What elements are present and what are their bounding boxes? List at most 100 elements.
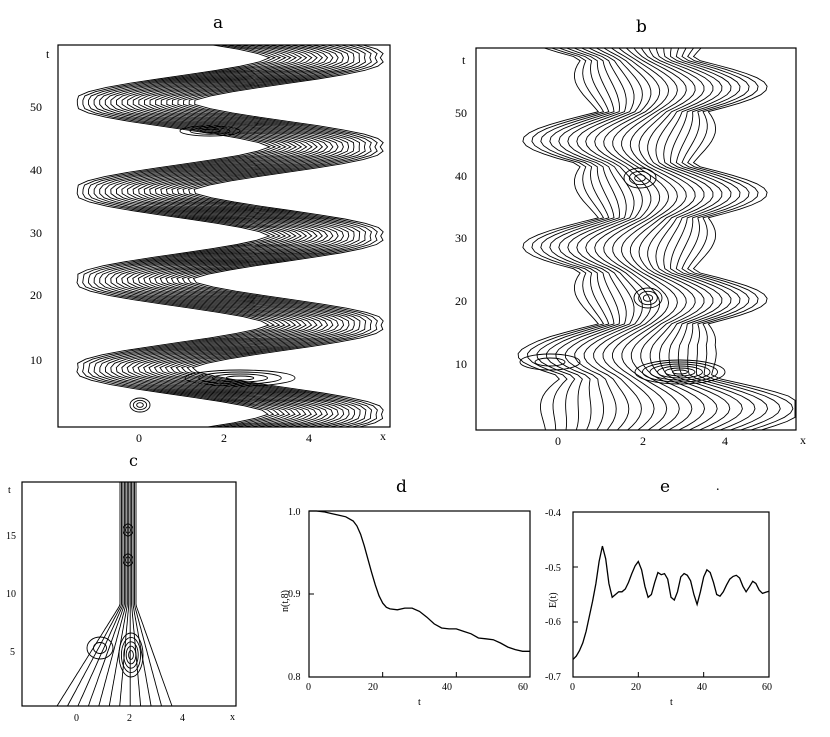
contour-line <box>191 44 384 428</box>
contour-line <box>583 47 643 431</box>
contour-line <box>517 47 600 431</box>
panel-c-x-label: x <box>230 712 235 723</box>
contour-line <box>82 44 277 428</box>
panel-c: c t x 0 2 4 5 10 15 <box>6 451 237 724</box>
panel-d-label: d <box>396 477 407 497</box>
panel-c-xtick-4: 4 <box>180 713 185 724</box>
panel-d-xtick-60: 60 <box>518 682 528 693</box>
contour-ring <box>136 402 144 408</box>
contour-line <box>126 44 318 428</box>
contour-line <box>110 44 303 428</box>
panel-a-ytick-10: 10 <box>30 353 42 367</box>
contour-line <box>132 44 324 428</box>
panel-a: a t x 0 2 4 10 20 30 40 50 <box>30 13 391 445</box>
panel-c-xtick-2: 2 <box>127 713 132 724</box>
panel-d-ytick-1.0: 1.0 <box>288 507 301 518</box>
contour-line <box>574 47 635 431</box>
panel-c-ytick-10: 10 <box>6 589 16 600</box>
contour-ring <box>120 636 142 674</box>
panel-e-series-line <box>572 545 770 660</box>
contour-line <box>104 44 298 428</box>
contour-ring <box>123 641 139 669</box>
contour-ring <box>633 287 663 309</box>
panel-b-ytick-50: 50 <box>455 106 467 120</box>
contour-ring <box>179 125 241 137</box>
contour-line <box>153 44 345 428</box>
panel-e-frame <box>572 511 770 678</box>
contour-line <box>692 47 796 431</box>
panel-e: e . E(t) t 0 20 40 60 -0.7 -0.6 -0.5 -0.… <box>545 477 772 708</box>
contour-line <box>137 44 329 428</box>
contour-line <box>655 47 731 431</box>
contour-line <box>612 47 670 431</box>
contour-ring <box>125 526 131 534</box>
panel-e-xtick-0: 0 <box>570 682 575 693</box>
contour-ring <box>642 294 654 302</box>
panel-a-ytick-50: 50 <box>30 100 42 114</box>
contour-line <box>675 47 769 431</box>
contour-ring <box>642 361 718 383</box>
contour-ring <box>118 632 144 678</box>
panel-d-frame <box>308 510 531 678</box>
panel-e-label: e <box>660 477 670 497</box>
panel-a-frame <box>57 44 391 428</box>
panel-d-xtick-40: 40 <box>442 682 452 693</box>
contour-line <box>67 482 122 707</box>
panel-c-label: c <box>129 451 138 470</box>
panel-a-x-label: x <box>380 429 386 443</box>
contour-ring <box>128 650 134 660</box>
contour-line <box>621 47 680 431</box>
panel-d-xtick-0: 0 <box>306 682 311 693</box>
panel-b: b t x 0 2 4 10 20 30 40 50 <box>455 17 806 448</box>
contour-ring <box>132 399 148 411</box>
panel-d-series-line <box>309 510 530 652</box>
panel-a-label: a <box>213 13 223 33</box>
contour-line <box>121 44 313 428</box>
contour-line <box>687 47 794 431</box>
panel-d-xtick-20: 20 <box>368 682 378 693</box>
panel-a-y-label: t <box>46 47 50 61</box>
contour-line <box>87 44 282 428</box>
contour-line <box>99 44 292 428</box>
contour-line <box>180 44 373 428</box>
contour-ring <box>623 167 657 189</box>
contour-ring <box>129 397 151 413</box>
panel-e-y-label: E(t) <box>548 592 559 608</box>
contour-line <box>681 47 781 431</box>
panel-a-ytick-40: 40 <box>30 163 42 177</box>
panel-b-y-label: t <box>462 53 466 67</box>
panel-e-x-label: t <box>670 697 673 708</box>
panel-b-xtick-0: 0 <box>555 434 561 448</box>
panel-b-ytick-20: 20 <box>455 294 467 308</box>
contour-line <box>148 44 339 428</box>
contour-line <box>527 47 605 431</box>
contour-ring <box>664 367 696 377</box>
contour-ring <box>657 365 703 379</box>
contour-ring <box>198 371 282 385</box>
contour-ring <box>93 642 107 654</box>
panel-b-frame <box>475 47 797 431</box>
contour-line <box>629 47 693 431</box>
contour-ring <box>189 127 231 135</box>
panel-b-ytick-10: 10 <box>455 357 467 371</box>
panel-c-y-label: t <box>8 485 11 496</box>
panel-a-xtick-0: 0 <box>136 431 142 445</box>
contour-line <box>170 44 361 428</box>
contour-line <box>119 482 130 707</box>
contour-line <box>87 482 125 707</box>
contour-ring <box>628 170 652 186</box>
panel-b-contours <box>517 47 796 431</box>
panel-e-xtick-60: 60 <box>762 682 772 693</box>
panel-c-contours <box>56 482 173 707</box>
contour-line <box>602 47 661 431</box>
panel-d-ytick-0.9: 0.9 <box>288 589 301 600</box>
contour-ring <box>534 357 566 367</box>
contour-ring <box>125 556 131 564</box>
panel-d-ytick-0.8: 0.8 <box>288 672 301 683</box>
contour-line <box>115 44 308 428</box>
contour-ring <box>225 375 255 381</box>
panel-a-xtick-2: 2 <box>221 431 227 445</box>
contour-line <box>175 44 367 428</box>
contour-ring <box>634 359 726 385</box>
